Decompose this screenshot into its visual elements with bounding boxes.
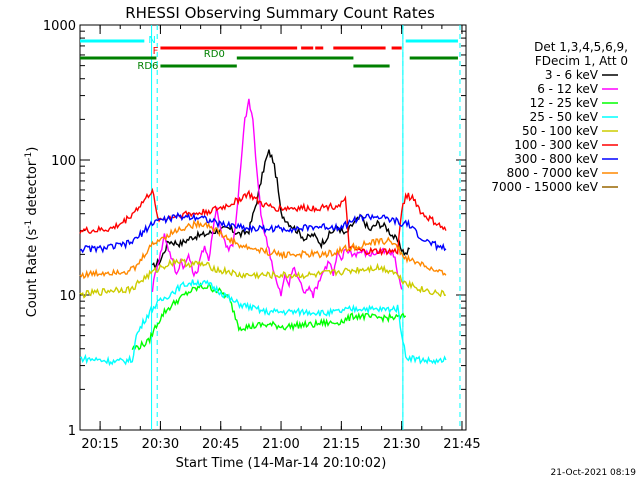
flag-label-rd0: RD0	[204, 49, 225, 60]
series-line-0	[151, 149, 410, 271]
legend-entry-label-2: 12 - 25 keV	[530, 96, 599, 110]
y-axis-label: Count Rate (s-1 detector-1)	[24, 147, 40, 318]
legend-header-line-1: Det 1,3,4,5,6,9,	[534, 40, 628, 54]
x-tick-label: 20:30	[142, 437, 179, 452]
x-axis-label: Start Time (14-Mar-14 20:10:02)	[176, 456, 387, 471]
legend-entry-label-0: 3 - 6 keV	[545, 68, 599, 82]
x-tick-label: 20:15	[81, 437, 118, 452]
x-tick-label: 21:45	[443, 437, 480, 452]
legend: Det 1,3,4,5,6,9, FDecim 1, Att 0 3 - 6 k…	[491, 40, 628, 194]
y-tick-label: 1	[68, 424, 76, 439]
series-line-1	[151, 98, 403, 299]
series-line-5	[79, 187, 447, 257]
legend-entry-label-8: 7000 - 15000 keV	[491, 180, 598, 194]
series-line-6	[79, 211, 447, 254]
legend-entry-label-3: 25 - 50 keV	[530, 110, 599, 124]
plot-area: 1 10 100 1000 20:15 20:30 20:45 21:00 21:15 21:30…	[43, 19, 481, 452]
x-tick-label: 21:00	[262, 437, 299, 452]
plot-frame	[79, 24, 467, 431]
chart-title: RHESSI Observing Summary Count Rates	[125, 4, 435, 22]
series-line-4	[79, 257, 447, 299]
legend-entry-label-6: 300 - 800 keV	[514, 152, 598, 166]
y-tick-label: 10	[59, 289, 76, 304]
series-line-7	[79, 219, 447, 280]
y-tick-label: 100	[51, 154, 76, 169]
legend-entry-label-4: 50 - 100 keV	[522, 124, 599, 138]
series-line-3	[79, 278, 447, 367]
y-tick-label: 1000	[43, 19, 76, 34]
flag-label-f: F	[153, 46, 159, 57]
series-line-2	[131, 282, 407, 351]
x-tick-label: 20:45	[202, 437, 239, 452]
x-tick-label: 21:30	[383, 437, 420, 452]
flag-label-n: N	[148, 35, 155, 46]
legend-header-line-2: FDecim 1, Att 0	[535, 54, 628, 68]
legend-entry-label-7: 800 - 7000 keV	[507, 166, 599, 180]
x-tick-label: 21:15	[323, 437, 360, 452]
legend-entry-label-1: 6 - 12 keV	[537, 82, 599, 96]
legend-entry-label-5: 100 - 300 keV	[514, 138, 598, 152]
flag-label-rd6: RD6	[137, 61, 158, 72]
footer-timestamp: 21-Oct-2021 08:19	[551, 468, 637, 478]
